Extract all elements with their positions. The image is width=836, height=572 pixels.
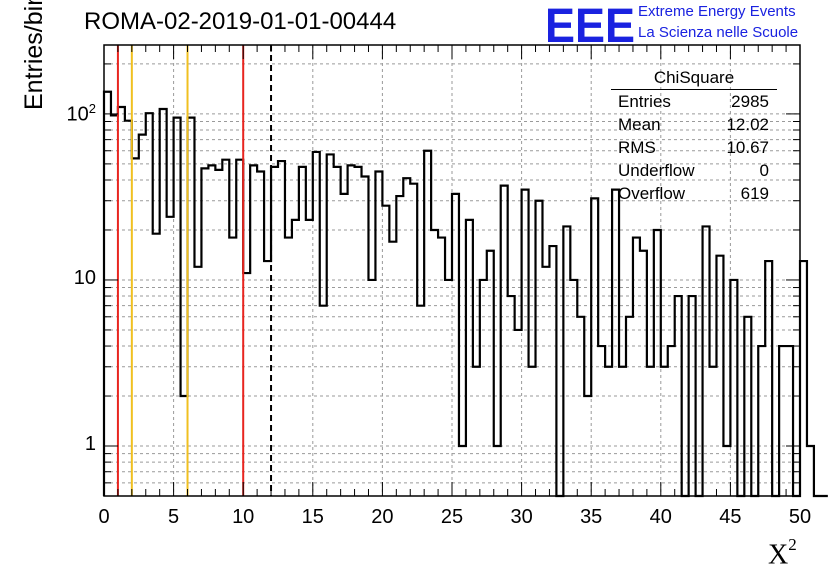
- x-tick-label: 35: [580, 506, 602, 528]
- y-tick-label: 10: [73, 266, 96, 289]
- x-tick-label: 30: [510, 506, 532, 528]
- x-tick-label: 25: [441, 506, 463, 528]
- x-tick-label: 0: [98, 506, 109, 528]
- y-tick-label: 1: [84, 433, 96, 455]
- x-axis-label: X2: [768, 535, 797, 571]
- x-tick-label: 50: [789, 506, 811, 528]
- stats-row-underflow: Underflow 0: [618, 161, 769, 180]
- logo-line-1: Extreme Energy Events: [638, 3, 796, 20]
- y-axis-label: Entries/bin: [20, 0, 48, 110]
- y-tick-label: 102: [66, 100, 96, 126]
- svg-text:EEE: EEE: [545, 2, 635, 46]
- stats-title: ChiSquare: [611, 66, 777, 90]
- x-tick-label: 5: [168, 506, 179, 528]
- x-tick-label: 45: [719, 506, 741, 528]
- stats-box: ChiSquare Entries 2985 Mean 12.02 RMS 10.67…: [611, 66, 777, 205]
- chart-title: ROMA-02-2019-01-01-00444: [84, 8, 397, 35]
- x-tick-label: 20: [371, 506, 393, 528]
- x-tick-label: 10: [232, 506, 254, 528]
- logo-line-2: La Scienza nelle Scuole: [638, 24, 799, 41]
- stats-row-mean: Mean 12.02: [618, 115, 769, 134]
- x-tick-label: 15: [302, 506, 324, 528]
- stats-row-entries: Entries 2985: [618, 92, 769, 111]
- x-tick-label: 40: [650, 506, 672, 528]
- eee-logo: EEE: [545, 2, 635, 46]
- stats-row-overflow: Overflow 619: [618, 184, 769, 203]
- stats-row-rms: RMS 10.67: [618, 138, 769, 157]
